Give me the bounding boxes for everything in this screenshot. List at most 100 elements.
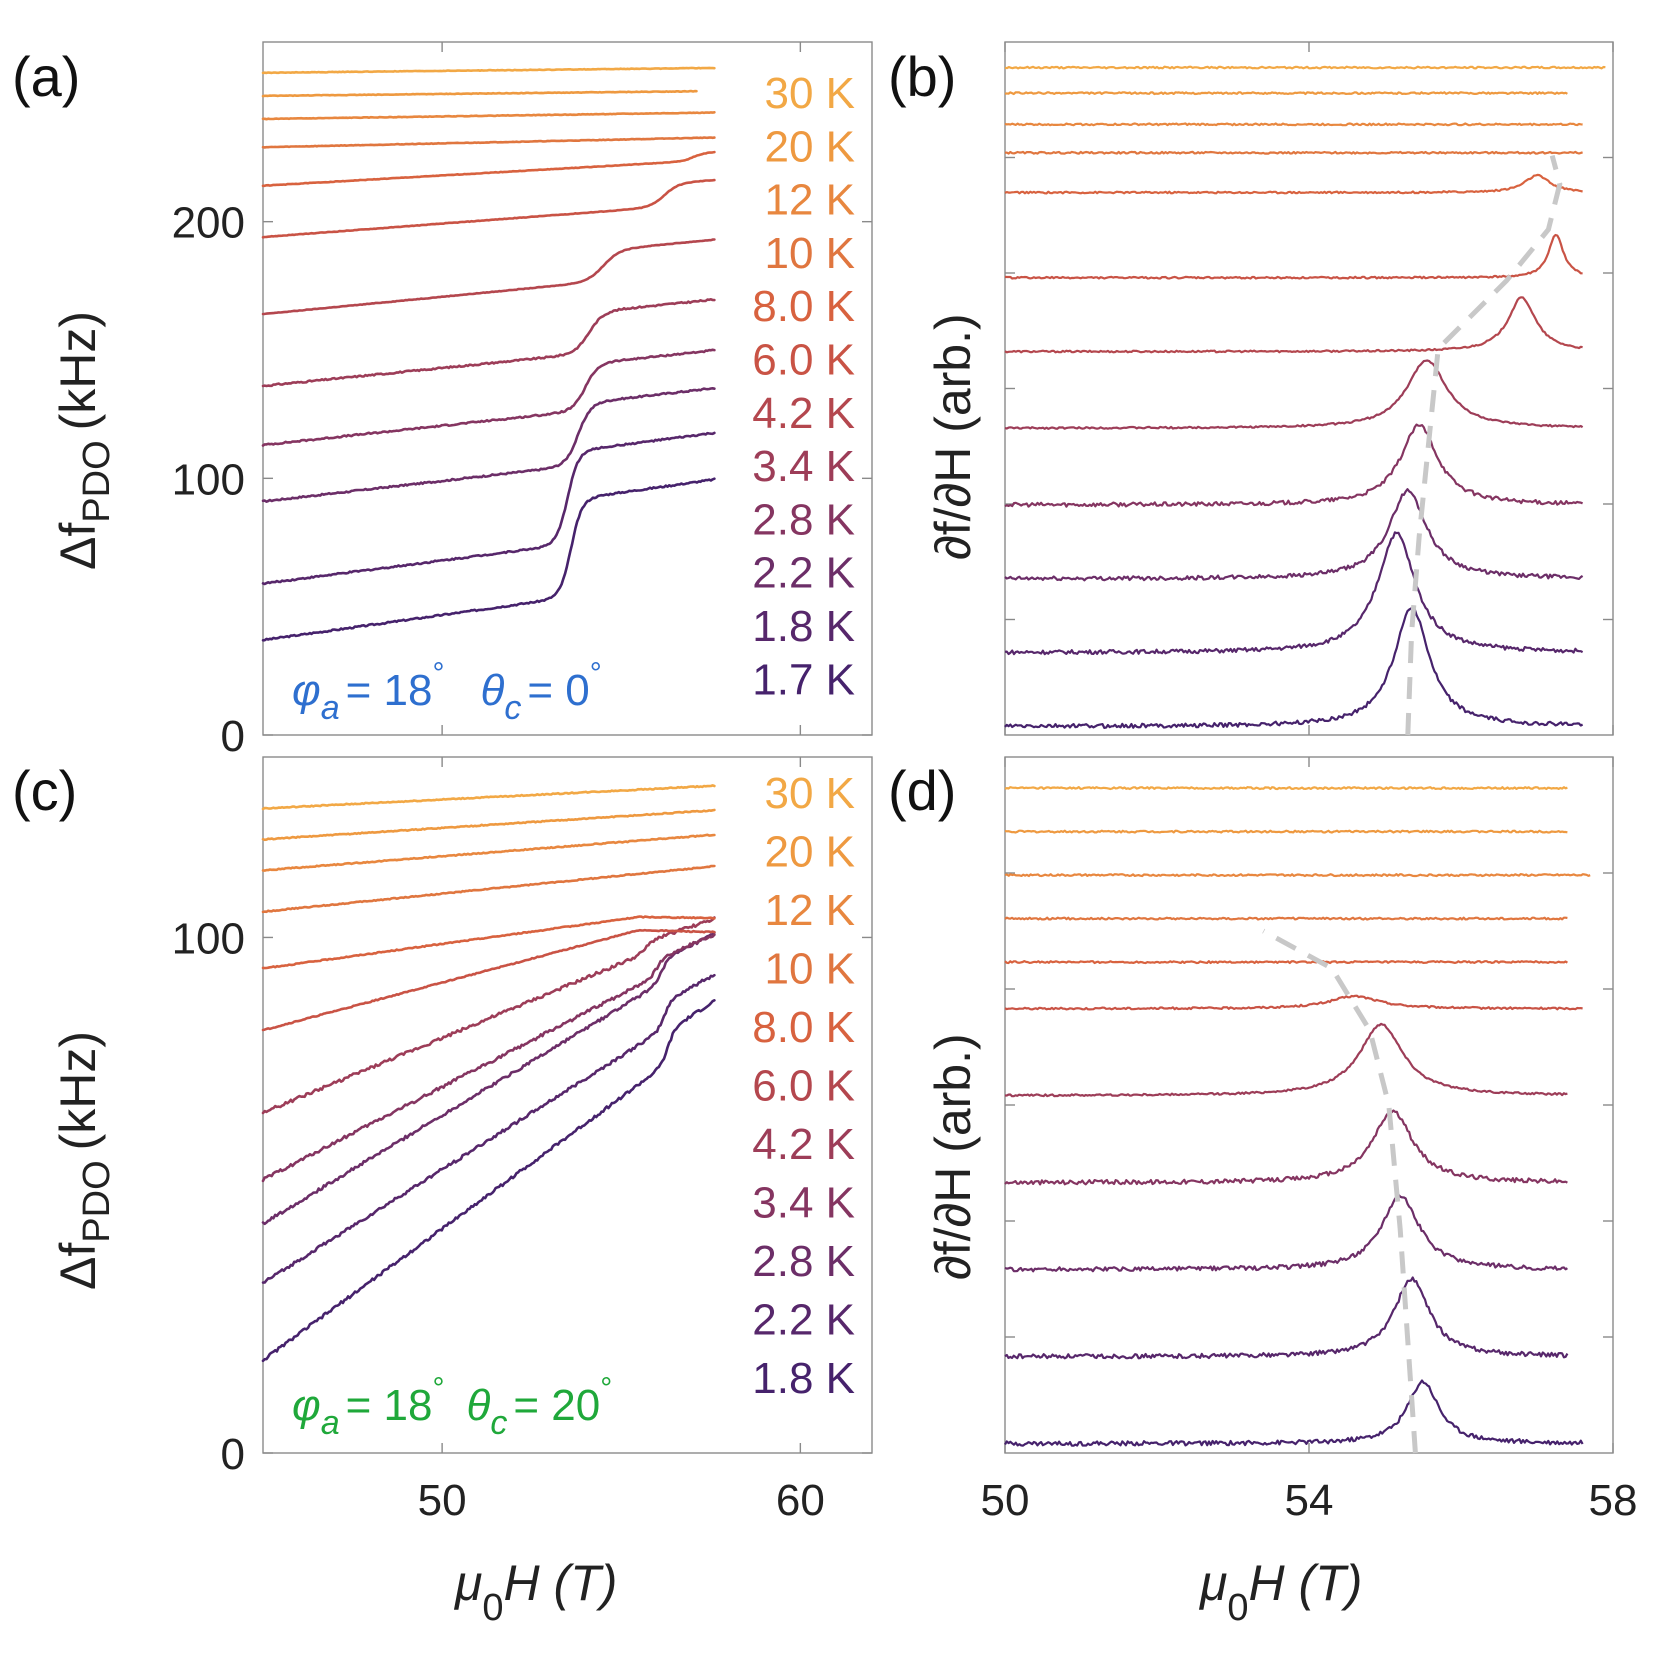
curve-10K [261, 136, 716, 149]
theta-subscript: c [504, 689, 521, 727]
panel-b-axes [1004, 42, 1614, 735]
curve-60K [261, 928, 716, 1032]
derivative-80K [1004, 173, 1583, 195]
derivative-20K [1004, 91, 1568, 96]
theta-subscript: c [490, 1404, 507, 1442]
derivative-18K [1004, 531, 1584, 656]
derivative-30K [1004, 65, 1606, 70]
degree-sign: ° [433, 1372, 445, 1405]
mu-subscript: 0 [482, 1587, 503, 1629]
legend-entry: 10 K [764, 945, 855, 994]
theta-symbol: θ [481, 666, 505, 715]
pdo-subscript: PDO [76, 440, 118, 522]
curve-30K [261, 66, 716, 75]
panel-b-frame [1004, 41, 1614, 736]
y-tick-label: 0 [221, 1430, 245, 1479]
derivative-30K [1004, 785, 1568, 791]
derivative-22K [1004, 488, 1584, 582]
legend-entry: 8.0 K [752, 1003, 855, 1052]
x-tick-label: 54 [1285, 1476, 1334, 1525]
degree-sign: ° [590, 657, 602, 690]
legend-entry: 1.8 K [752, 602, 855, 651]
legend-entry: 12 K [764, 886, 855, 935]
field-text: H (T) [504, 1555, 618, 1611]
curve-18K [261, 431, 716, 586]
curve-42K [261, 238, 716, 316]
legend-entry: 1.7 K [752, 655, 855, 704]
panel-d-axes: 50 54 58 [981, 757, 1637, 1525]
panel-label-b: (b) [888, 45, 956, 108]
panel-c-axes: 50 60 0 100 [172, 757, 872, 1525]
curve-12K [261, 111, 716, 121]
derivative-10K [1004, 150, 1583, 155]
legend-entry: 30 K [764, 69, 855, 118]
derivative-60K [1004, 233, 1583, 280]
derivative-10K [1004, 916, 1568, 921]
x-tick-label: 50 [981, 1476, 1030, 1525]
y-axis-label-d: ∂f/∂H (arb.) [925, 1033, 981, 1280]
phi-symbol: φ [292, 1381, 321, 1430]
derivative-42K [1005, 1022, 1568, 1098]
x-tick-label: 60 [776, 1476, 825, 1525]
legend-entry: 12 K [764, 176, 855, 225]
panel-a-legend: 30 K20 K 12 K10 K8.0 K 6.0 K4.2 K3.4 K2.8 … [752, 69, 855, 704]
angle-label-c: φa = 18° θc = 20° [292, 1372, 612, 1442]
legend-entry: 10 K [764, 229, 855, 278]
delta-f: Δf [50, 1243, 106, 1290]
derivative-20K [1004, 829, 1568, 834]
field-text: H (T) [1249, 1555, 1363, 1611]
theta-value: = 20 [513, 1381, 600, 1430]
curve-18K [261, 998, 716, 1363]
phase-boundary-guide [1405, 154, 1563, 736]
phi-symbol: φ [292, 666, 321, 715]
y-tick-label: 200 [172, 199, 245, 248]
panel-label-a: (a) [12, 45, 80, 108]
derivative-28K [1004, 1193, 1568, 1273]
derivative-17K [1004, 607, 1584, 730]
y-tick-label: 100 [172, 914, 245, 963]
x-axis-label-d: μ0H (T) [1198, 1555, 1362, 1629]
legend-entry: 1.8 K [752, 1354, 855, 1403]
legend-entry: 2.2 K [752, 1296, 855, 1345]
phase-boundary-guide [1262, 928, 1418, 1454]
mu-subscript: 0 [1227, 1587, 1248, 1629]
curve-60K [261, 178, 716, 239]
derivative-12K [1004, 872, 1591, 878]
curve-17K [261, 477, 716, 642]
panel-d-frame [1004, 756, 1614, 1454]
delta-f: Δf [50, 523, 106, 570]
pdo-subscript: PDO [76, 1160, 118, 1242]
curve-10K [261, 864, 716, 914]
derivative-80K [1004, 959, 1569, 965]
unit: (kHz) [50, 311, 106, 430]
x-tick-label: 50 [418, 1476, 467, 1525]
legend-entry: 4.2 K [752, 389, 855, 438]
legend-entry: 6.0 K [752, 336, 855, 385]
unit: (kHz) [50, 1031, 106, 1150]
curve-20K [261, 808, 716, 842]
panel-c-curves [261, 784, 716, 1363]
panel-a-axes: 0 100 200 [172, 42, 872, 761]
curve-80K [261, 150, 716, 188]
derivative-12K [1004, 122, 1583, 127]
mu-symbol: μ [453, 1555, 482, 1611]
legend-entry: 2.2 K [752, 549, 855, 598]
legend-entry: 20 K [764, 122, 855, 171]
phi-subscript: a [321, 1404, 340, 1442]
curve-22K [261, 973, 716, 1284]
panel-a-frame [262, 41, 873, 736]
phi-value: = 18 [346, 666, 433, 715]
legend-entry: 20 K [764, 828, 855, 877]
curve-28K [261, 348, 716, 447]
derivative-34K [1004, 359, 1584, 430]
curve-28K [261, 931, 716, 1226]
panel-label-d: (d) [888, 759, 956, 822]
curve-20K [261, 89, 698, 98]
legend-entry: 30 K [764, 769, 855, 818]
derivative-60K [1004, 994, 1583, 1011]
degree-sign: ° [433, 657, 445, 690]
legend-entry: 2.8 K [752, 495, 855, 544]
derivative-34K [1004, 1109, 1568, 1186]
degree-sign: ° [600, 1372, 612, 1405]
